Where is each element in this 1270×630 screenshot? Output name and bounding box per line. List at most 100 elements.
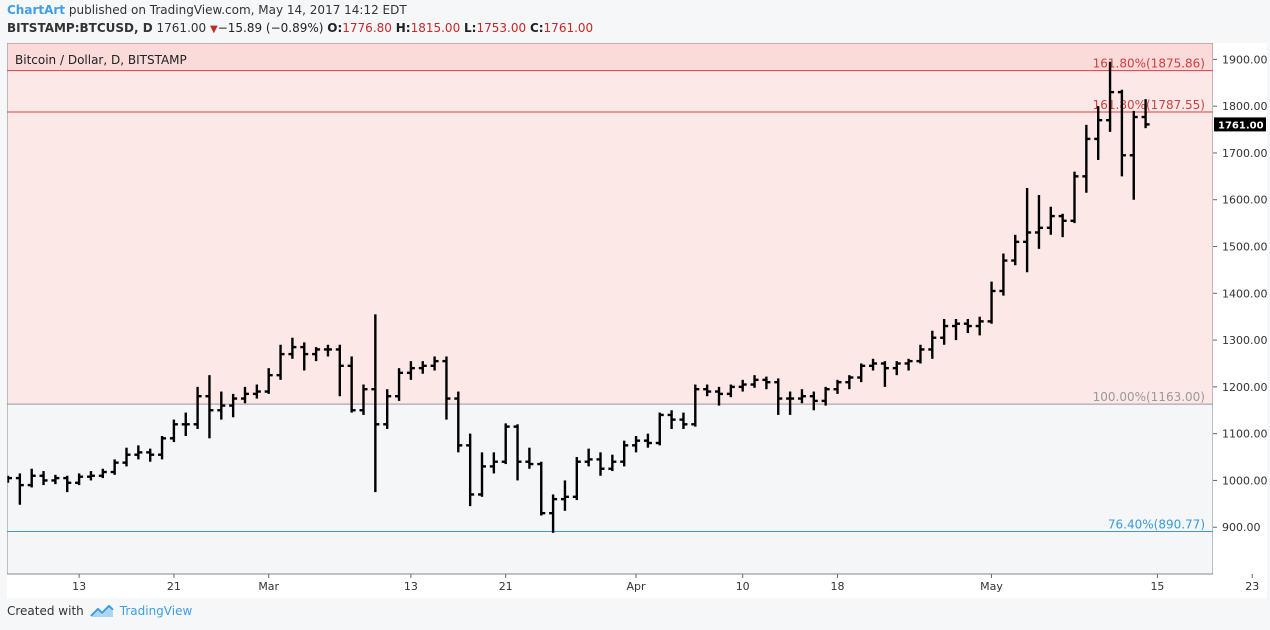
ohlc-bar: [952, 319, 960, 341]
ohlc-bar: [845, 375, 854, 390]
high-label: H:: [395, 21, 411, 35]
ohlc-bar: [252, 384, 261, 399]
ohlc-bar: [406, 361, 415, 380]
author-link[interactable]: ChartArt: [7, 3, 66, 17]
ohlc-bar: [1034, 195, 1043, 249]
ohlc-bar: [975, 316, 984, 336]
ohlc-bar: [288, 337, 297, 359]
ohlc-bar: [229, 393, 238, 418]
ohlc-bar: [608, 454, 617, 472]
last-price: 1761.00: [156, 21, 207, 35]
time-tick-label: May: [980, 580, 1003, 593]
ohlc-bar: [1094, 106, 1103, 160]
ohlc-chart[interactable]: 161.80%(1875.86)161.80%(1787.55)100.00%(…: [4, 42, 1268, 598]
ohlc-bar: [359, 384, 368, 415]
ohlc-bar: [395, 368, 404, 401]
fib-label-2: 100.00%(1163.00): [1093, 390, 1205, 404]
ohlc-bar: [1070, 171, 1079, 224]
ohlc-bar: [691, 384, 700, 427]
time-tick-label: 15: [1150, 580, 1164, 593]
ohlc-bar: [39, 471, 48, 486]
ohlc-bar: [726, 384, 735, 398]
ohlc-bar: [797, 389, 806, 404]
fib-label-0: 161.80%(1875.86): [1093, 57, 1205, 71]
ohlc-bar: [478, 452, 486, 497]
ohlc-bar: [430, 356, 439, 371]
ohlc-bar: [987, 281, 996, 324]
ohlc-bar: [122, 447, 131, 467]
ohlc-bar: [762, 376, 771, 390]
published-text: published on TradingView.com, May 14, 20…: [65, 3, 407, 17]
ohlc-bar: [643, 433, 652, 448]
ohlc-bar: [98, 468, 107, 479]
ohlc-bar: [833, 379, 842, 394]
price-tick-label: 1100.00: [1222, 428, 1267, 441]
ohlc-bar: [537, 461, 546, 516]
time-tick-label: 13: [72, 580, 86, 593]
ohlc-bar: [300, 342, 309, 371]
ohlc-bar: [774, 378, 783, 415]
high-value: 1815.00: [410, 21, 461, 35]
time-tick-label: 10: [736, 580, 750, 593]
low-label: L:: [464, 21, 477, 35]
time-tick-label: Apr: [627, 580, 647, 593]
price-tick-label: 1300.00: [1222, 334, 1267, 347]
ohlc-bar: [158, 435, 167, 460]
ohlc-bar: [1106, 61, 1115, 132]
ohlc-bar: [1058, 213, 1067, 238]
ohlc-bar: [821, 386, 830, 406]
ohlc-bar: [110, 459, 119, 475]
time-axis[interactable]: 1321Mar1321Apr1018May1523Jun: [7, 573, 1267, 598]
ohlc-bar: [738, 379, 747, 392]
ohlc-bar: [584, 448, 593, 467]
ohlc-bar: [857, 363, 866, 383]
ohlc-bar: [1046, 206, 1055, 235]
fib-zone-0: [7, 43, 1213, 405]
ohlc-bar: [371, 314, 380, 493]
time-tick-label: Mar: [258, 580, 279, 593]
ohlc-bar: [1141, 99, 1150, 129]
ohlc-bar: [51, 474, 60, 485]
ohlc-bar: [466, 433, 475, 507]
ohlc-bar: [134, 445, 143, 460]
price-tick-label: 1200.00: [1222, 381, 1267, 394]
ohlc-bar: [15, 473, 24, 505]
ohlc-bar: [418, 361, 427, 374]
ohlc-bar: [916, 344, 925, 364]
chart-title: Bitcoin / Dollar, D, BITSTAMP: [15, 53, 187, 67]
time-tick-label: 21: [167, 580, 181, 593]
chart-area[interactable]: 161.80%(1875.86) 161.80%(1787.55) 100.00%(…: [4, 42, 1268, 598]
time-axis-bg: [7, 574, 1213, 598]
time-tick-label: 18: [831, 580, 845, 593]
ohlc-bar: [880, 361, 889, 387]
ohlc-bar: [999, 253, 1008, 296]
price-tick-label: 1400.00: [1222, 287, 1267, 300]
ohlc-bar: [335, 344, 344, 397]
ohlc-bar: [75, 473, 84, 486]
price-axis[interactable]: 900.00 1000.00 1100.00 1200.00 1300.00 1400.0…: [1213, 43, 1268, 598]
ohlc-bar: [312, 347, 321, 362]
ohlc-bar: [63, 475, 72, 493]
tradingview-link[interactable]: TradingView: [119, 604, 193, 618]
ohlc-bar: [572, 457, 581, 501]
fib-levels: 161.80%(1875.86)161.80%(1787.55)100.00%(…: [7, 57, 1213, 533]
price-tick-label: 1500.00: [1222, 241, 1267, 254]
ohlc-bar: [667, 410, 676, 429]
created-with-label: Created with: [7, 604, 84, 618]
open-value: 1776.80: [342, 21, 392, 35]
open-label: O:: [327, 21, 343, 35]
ohlc-bar: [146, 448, 155, 462]
ohlc-bar: [1023, 188, 1032, 273]
price-tick-label: 1700.00: [1222, 147, 1267, 160]
price-change: −15.89 (−0.89%): [217, 21, 324, 35]
time-tick-label: 23: [1245, 580, 1259, 593]
ohlc-bar: [489, 452, 498, 474]
price-tick-label: 1800.00: [1222, 100, 1267, 113]
ohlc-bar: [454, 391, 463, 453]
ohlc-bar: [549, 494, 558, 533]
close-label: C:: [529, 21, 544, 35]
footer: Created with TradingView: [7, 604, 192, 618]
ohlc-bar: [750, 375, 759, 388]
ohlc-bar: [703, 384, 712, 397]
ohlc-bar: [525, 447, 534, 469]
